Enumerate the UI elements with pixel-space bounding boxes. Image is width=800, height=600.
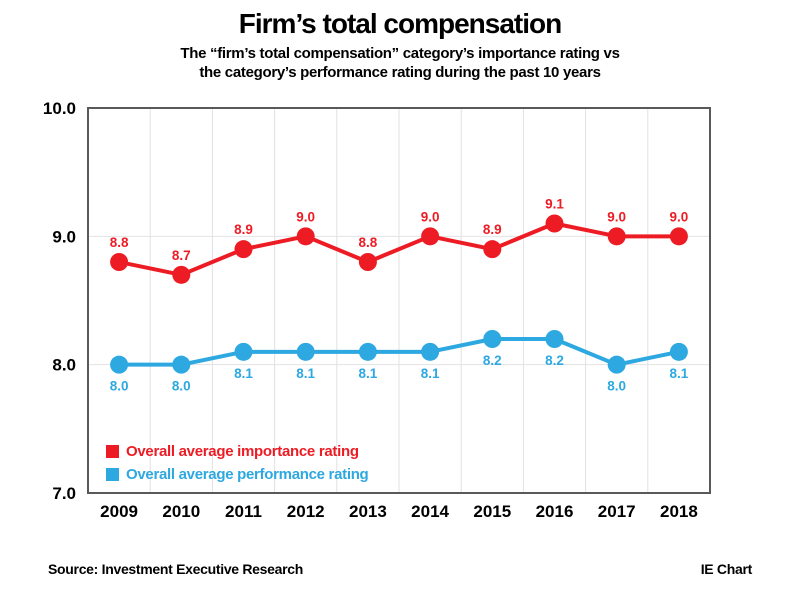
- series-0-marker: [607, 227, 626, 246]
- series-0-value-label: 9.1: [545, 197, 564, 212]
- series-0-value-label: 9.0: [670, 209, 689, 224]
- chart-subtitle-line2: the category’s performance rating during…: [199, 64, 601, 81]
- x-axis-tick-label: 2013: [349, 502, 387, 521]
- series-1-value-label: 8.0: [172, 379, 191, 394]
- source-text: Source: Investment Executive Research: [48, 561, 304, 577]
- series-0-marker: [483, 240, 502, 259]
- x-axis-tick-label: 2010: [162, 502, 200, 521]
- legend: Overall average importance rating Overal…: [106, 441, 369, 484]
- x-axis-tick-label: 2012: [287, 502, 325, 521]
- legend-swatch-performance: [106, 467, 119, 481]
- series-0-value-label: 8.8: [359, 235, 378, 250]
- series-0-marker: [110, 253, 129, 271]
- y-axis-tick-label: 10.0: [43, 99, 76, 118]
- series-1-value-label: 8.2: [483, 353, 502, 368]
- x-axis-tick-label: 2016: [536, 502, 574, 521]
- series-0-marker: [172, 265, 191, 284]
- series-1-value-label: 8.1: [296, 366, 315, 381]
- series-0-marker: [421, 227, 440, 246]
- series-0-marker: [234, 240, 253, 259]
- series-0-value-label: 9.0: [296, 209, 315, 224]
- x-axis-tick-label: 2015: [473, 502, 511, 521]
- legend-label-performance: Overall average performance rating: [126, 465, 369, 483]
- series-1-value-label: 8.2: [545, 353, 564, 368]
- series-1-value-label: 8.1: [670, 366, 689, 381]
- series-1-value-label: 8.1: [421, 366, 440, 381]
- series-0-marker: [545, 214, 564, 233]
- series-0-marker: [296, 227, 315, 246]
- chart-title: Firm’s total compensation: [238, 8, 562, 39]
- legend-item-importance: Overall average importance rating: [106, 441, 368, 461]
- series-1-value-label: 8.1: [234, 366, 253, 381]
- y-axis-tick-label: 8.0: [52, 356, 76, 375]
- series-0-value-label: 8.9: [234, 222, 253, 237]
- series-1-marker: [669, 342, 688, 361]
- x-axis-tick-label: 2018: [660, 502, 698, 521]
- legend-item-performance: Overall average performance rating: [106, 464, 369, 484]
- credit-text: IE Chart: [700, 561, 753, 577]
- series-0-line: [117, 221, 681, 277]
- series-0-value-label: 8.8: [110, 235, 129, 250]
- y-axis-tick-label: 7.0: [52, 484, 76, 503]
- series-1-marker: [607, 355, 626, 374]
- series-1-value-label: 8.0: [607, 379, 626, 394]
- plot-border: [87, 107, 711, 494]
- series-0-marker: [358, 253, 377, 271]
- series-1-marker: [172, 355, 191, 374]
- legend-label-importance: Overall average importance rating: [126, 442, 359, 460]
- series-0-value-label: 9.0: [607, 209, 626, 224]
- series-0-value-label: 9.0: [421, 209, 440, 224]
- series-1-marker: [358, 342, 377, 361]
- chart-subtitle-line1: The “firm’s total compensation” category…: [180, 45, 620, 62]
- series-0-value-label: 8.9: [483, 222, 502, 237]
- series-1-value-label: 8.0: [110, 379, 129, 394]
- series-1-marker: [421, 342, 440, 361]
- x-axis-tick-label: 2011: [225, 502, 262, 521]
- series-0-value-label: 8.7: [172, 248, 191, 263]
- legend-swatch-importance: [106, 444, 119, 458]
- series-1-marker: [545, 330, 564, 348]
- series-1-marker: [296, 342, 315, 361]
- x-axis-tick-label: 2014: [411, 502, 449, 521]
- series-1-line: [117, 337, 681, 367]
- series-1-marker: [483, 330, 502, 348]
- series-1-marker: [110, 355, 129, 374]
- series-0-marker: [669, 227, 688, 246]
- y-axis-tick-label: 9.0: [52, 227, 76, 246]
- series-1-marker: [234, 342, 253, 361]
- x-axis-tick-label: 2009: [100, 502, 138, 521]
- x-axis-tick-label: 2017: [598, 502, 636, 521]
- series-1-value-label: 8.1: [359, 366, 378, 381]
- chart-subtitle: The “firm’s total compensation” category…: [0, 44, 800, 82]
